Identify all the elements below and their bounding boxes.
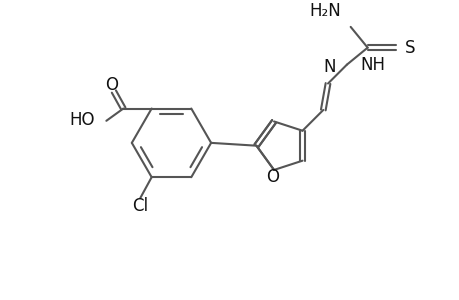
Text: O: O (265, 169, 278, 187)
Text: NH: NH (359, 56, 384, 74)
Text: H₂N: H₂N (309, 2, 341, 20)
Text: N: N (323, 58, 336, 76)
Text: O: O (105, 76, 118, 94)
Text: S: S (403, 39, 414, 57)
Text: Cl: Cl (132, 197, 148, 215)
Text: HO: HO (69, 111, 95, 129)
